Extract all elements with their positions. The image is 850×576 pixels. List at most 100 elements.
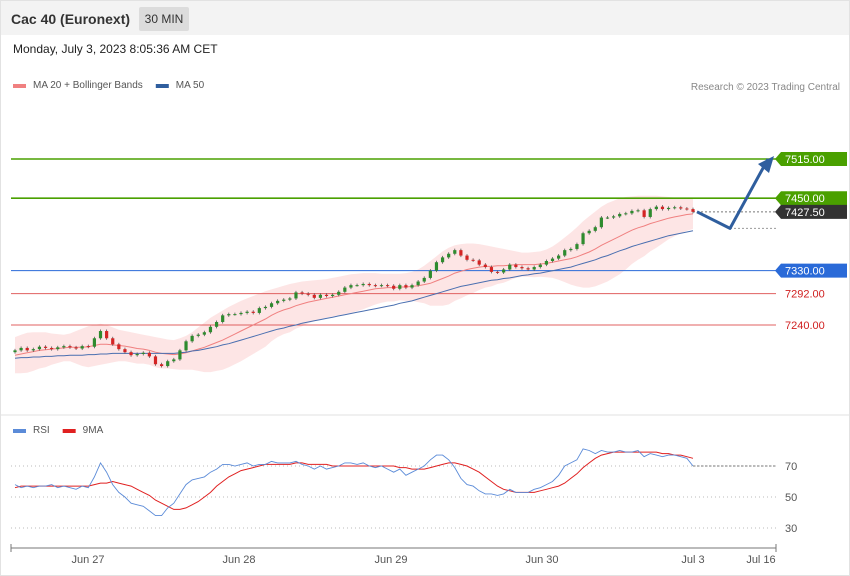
candle-down <box>25 347 29 351</box>
candle-up <box>98 331 103 339</box>
candle-down <box>147 352 151 357</box>
candle-up <box>428 270 432 278</box>
candle-down <box>50 347 54 350</box>
candle-up <box>318 294 323 298</box>
candle-up <box>599 217 603 228</box>
candle-up <box>502 269 506 273</box>
candle-down <box>129 352 133 356</box>
level-tag-pivot <box>775 263 847 278</box>
candle-up <box>349 285 353 288</box>
candle-up <box>135 353 139 356</box>
candle-down <box>514 264 518 268</box>
candle-up <box>538 264 542 268</box>
candle-down <box>373 285 377 287</box>
candle-down <box>495 271 500 273</box>
rsi-legend-swatch <box>62 429 76 433</box>
candle-up <box>239 312 243 315</box>
level-tag-label: 7330.00 <box>785 266 825 278</box>
candle-up <box>532 267 536 270</box>
candle-up <box>453 250 457 254</box>
candle-up <box>379 285 384 287</box>
level-tag-last <box>775 204 847 219</box>
candle-up <box>92 338 97 347</box>
candle-up <box>569 248 573 251</box>
candle-up <box>422 277 426 282</box>
rsi-tick-label: 70 <box>785 461 797 473</box>
candle-up <box>269 303 274 307</box>
candle-down <box>471 259 475 261</box>
candle-up <box>343 287 347 292</box>
level-tag-label: 7450.00 <box>785 193 825 205</box>
candle-down <box>43 346 48 348</box>
candle-up <box>80 346 84 349</box>
candle-up <box>563 250 567 256</box>
candle-up <box>611 216 616 218</box>
candle-down <box>105 331 109 339</box>
candle-down <box>86 346 90 348</box>
candle-up <box>593 227 597 231</box>
rsi-ma9-line <box>14 451 694 510</box>
x-tick-label: Jul 3 <box>681 554 704 566</box>
x-tick-label: Jul 16 <box>746 554 775 566</box>
instrument-title: Cac 40 (Euronext) <box>11 11 131 27</box>
candle-up <box>337 291 341 295</box>
candle-down <box>660 206 665 210</box>
rsi-legend-label: RSI <box>33 425 50 436</box>
candle-down <box>404 285 408 288</box>
candle-up <box>447 253 451 258</box>
candle-up <box>196 334 200 336</box>
candle-down <box>691 209 695 212</box>
candle-up <box>56 347 60 350</box>
candle-up <box>648 209 652 217</box>
candle-up <box>37 346 42 350</box>
candle-up <box>630 210 634 214</box>
x-tick-label: Jun 30 <box>525 554 558 566</box>
candle-down <box>153 356 158 365</box>
candle-up <box>221 315 225 322</box>
x-tick-label: Jun 27 <box>71 554 104 566</box>
copyright-note: Research © 2023 Trading Central <box>691 82 840 93</box>
candle-down <box>679 207 683 209</box>
forecast-arrow <box>696 158 770 230</box>
candle-up <box>636 210 640 212</box>
timeframe-badge[interactable]: 30 MIN <box>139 7 189 31</box>
candle-up <box>202 332 206 335</box>
candle-down <box>385 285 390 287</box>
candle-up <box>233 314 237 316</box>
candle-up <box>19 347 23 351</box>
candle-up <box>178 350 182 360</box>
candle-up <box>184 341 188 351</box>
candle-up <box>587 230 591 234</box>
candle-up <box>550 258 555 262</box>
candle-up <box>398 285 402 289</box>
candle-up <box>257 308 261 313</box>
candle-up <box>557 255 561 259</box>
ma50-line <box>14 230 694 359</box>
candle-up <box>263 306 268 309</box>
ma20-line <box>14 213 694 356</box>
level-label-support: 7292.00 <box>785 289 825 301</box>
rsi-tick-label: 50 <box>785 492 797 504</box>
candle-up <box>62 346 66 348</box>
candle-down <box>526 268 530 270</box>
level-tag-target <box>775 152 847 166</box>
candle-up <box>208 326 213 333</box>
candle-up <box>331 294 335 297</box>
rsi-legend-label: 9MA <box>83 425 104 436</box>
candle-down <box>68 346 72 348</box>
candle-up <box>654 206 658 210</box>
candle-down <box>459 250 463 256</box>
candle-down <box>685 208 689 210</box>
candle-up <box>575 244 579 249</box>
bollinger-band <box>15 195 693 374</box>
candle-down <box>489 267 494 272</box>
candle-up <box>355 285 359 287</box>
candle-up <box>434 262 439 271</box>
candle-up <box>361 283 365 286</box>
x-tick-label: Jun 28 <box>222 554 255 566</box>
candle-down <box>111 338 115 345</box>
candle-up <box>605 217 610 219</box>
rsi-line <box>14 448 694 517</box>
candle-up <box>581 233 585 245</box>
price-legend-label: MA 20 + Bollinger Bands <box>33 80 143 91</box>
